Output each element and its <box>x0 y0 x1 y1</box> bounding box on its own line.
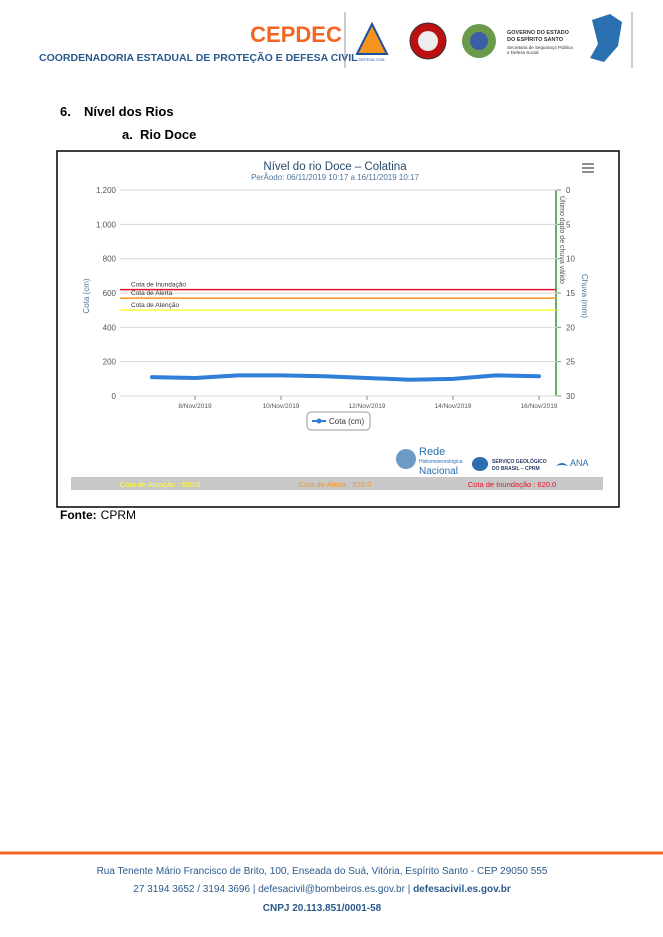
x-tick-label: 14/Nov/2019 <box>435 403 472 410</box>
plot-line-label: Cota de Atenção <box>131 302 179 309</box>
ana-logo <box>556 463 568 466</box>
marker-label: Último dado de chuva válido <box>558 196 567 284</box>
section-number: 6. <box>60 104 71 119</box>
y2-axis-title: Chuva (mm) <box>580 274 589 318</box>
chart-title: Nível do rio Doce – Colatina <box>263 161 407 173</box>
cprm-logo <box>472 457 488 471</box>
y-tick-label: 0 <box>112 392 117 401</box>
rede-logo <box>396 449 416 469</box>
legend[interactable] <box>306 411 371 431</box>
footer-contacts: 27 3194 3652 / 3194 3696 | defesacivil@b… <box>133 884 511 895</box>
footer-cnpj: CNPJ 20.113.851/0001-58 <box>263 903 382 914</box>
chart-subtitle: PerÃodo: 06/11/2019 10:17 a 16/11/2019 1… <box>251 173 419 182</box>
x-tick-label: 16/Nov/2019 <box>521 403 558 410</box>
footer-address: Rua Tenente Mário Francisco de Brito, 10… <box>97 866 548 877</box>
plot-line-label: Cota de Inundação <box>131 282 186 289</box>
series-line <box>150 373 541 382</box>
coat-of-arms <box>470 32 488 50</box>
y-axis-title: Cota (cm) <box>82 278 91 313</box>
x-tick-label: 10/Nov/2019 <box>263 403 300 410</box>
status-label: Cota de Inundação : 620.0 <box>468 480 556 489</box>
org-name: COORDENADORIA ESTADUAL DE PROTEÇÃO E DEF… <box>39 51 358 64</box>
y-tick-label: 600 <box>103 289 117 298</box>
subsection-number: a. <box>122 127 133 142</box>
state-map <box>590 14 622 62</box>
defesa-civil-logo <box>355 21 389 55</box>
y-tick-label: 1.000 <box>96 220 117 229</box>
y2-tick-label: 5 <box>566 220 571 229</box>
gov-name: GOVERNO DO ESTADO DO ESPÍRITO SANTO <box>507 30 570 43</box>
emblem <box>418 31 438 51</box>
brand: CEPDEC <box>250 22 342 47</box>
chart: Nível do rio Doce – Colatina PerÃodo: 06… <box>71 161 603 490</box>
legend-label: Cota (cm) <box>329 417 364 426</box>
y-tick-label: 800 <box>103 255 117 264</box>
menu-icon[interactable] <box>582 163 594 173</box>
status-bar <box>71 477 603 490</box>
secretariat: Secretaria de Segurança Pública e Defesa … <box>507 45 573 55</box>
badge-text: DEFESA CIVIL <box>359 57 387 62</box>
x-tick-label: 8/Nov/2019 <box>178 403 212 410</box>
source: Fonte: CPRM <box>60 508 136 522</box>
cprm-text: SERVIÇO GEOLÓGICO DO BRASIL – CPRM <box>492 457 547 472</box>
subsection-title: Rio Doce <box>140 127 196 142</box>
y2-tick-label: 25 <box>566 358 575 367</box>
y2-tick-label: 10 <box>566 255 575 264</box>
chart-frame <box>56 150 620 508</box>
status-label: Cota de Alerta : 570.0 <box>299 480 372 489</box>
legend-marker <box>316 418 322 424</box>
y-tick-label: 1.200 <box>96 186 117 195</box>
x-tick-label: 12/Nov/2019 <box>349 403 386 410</box>
y2-tick-label: 20 <box>566 323 575 332</box>
y2-tick-label: 30 <box>566 392 575 401</box>
ana-text: ANA <box>570 458 589 468</box>
status-label: Cota de Atenção : 500.0 <box>120 480 200 489</box>
rede-text: Rede Hidrometeorológica Nacional <box>419 446 463 477</box>
y2-tick-label: 0 <box>566 186 571 195</box>
y-tick-label: 400 <box>103 323 117 332</box>
section-title: Nível dos Rios <box>84 104 174 119</box>
y2-tick-label: 15 <box>566 289 575 298</box>
plot-line-label: Cota de Alerta <box>131 290 173 297</box>
y-tick-label: 200 <box>103 358 117 367</box>
